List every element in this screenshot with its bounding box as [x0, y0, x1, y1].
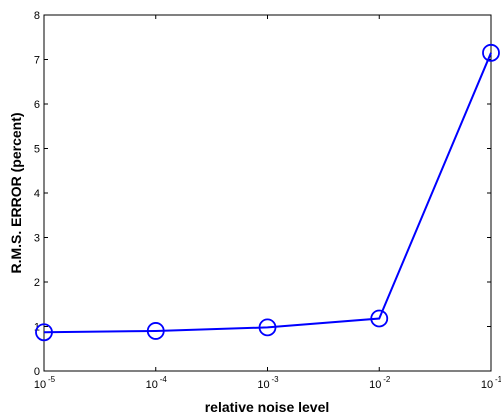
series-line [43, 52, 492, 334]
x-tick-exponent: -4 [160, 375, 168, 384]
data-point [146, 322, 165, 340]
x-tick-label: 10 [257, 379, 269, 391]
x-tick-exponent: -1 [495, 375, 501, 384]
x-tick-exponent: -3 [272, 375, 280, 384]
y-tick-label: 3 [34, 233, 40, 245]
data-point [258, 318, 277, 337]
series-layer [35, 43, 500, 342]
y-tick-label: 2 [34, 277, 40, 289]
x-tick-exponent: -2 [383, 375, 391, 384]
data-point [35, 323, 53, 342]
x-tick-label: 10 [369, 379, 381, 391]
data-point [370, 309, 389, 328]
x-tick-label: 10 [34, 379, 46, 391]
x-tick-label: 10 [481, 379, 493, 391]
y-tick-label: 4 [34, 188, 40, 200]
y-axis-label: R.M.S. ERROR (percent) [8, 112, 24, 273]
x-axis-ticks: 10 -5 10 -4 10 -3 10 -2 10 -1 [34, 15, 501, 391]
y-tick-label: 7 [34, 55, 40, 67]
x-tick-label: 10 [146, 379, 158, 391]
x-axis-label: relative noise level [205, 399, 330, 415]
y-tick-label: 8 [34, 10, 40, 22]
x-tick-exponent: -5 [48, 375, 56, 384]
plot-area [43, 14, 492, 372]
data-point [482, 43, 500, 62]
y-tick-label: 0 [34, 366, 40, 378]
y-tick-label: 5 [34, 144, 40, 156]
y-tick-label: 6 [34, 99, 40, 111]
